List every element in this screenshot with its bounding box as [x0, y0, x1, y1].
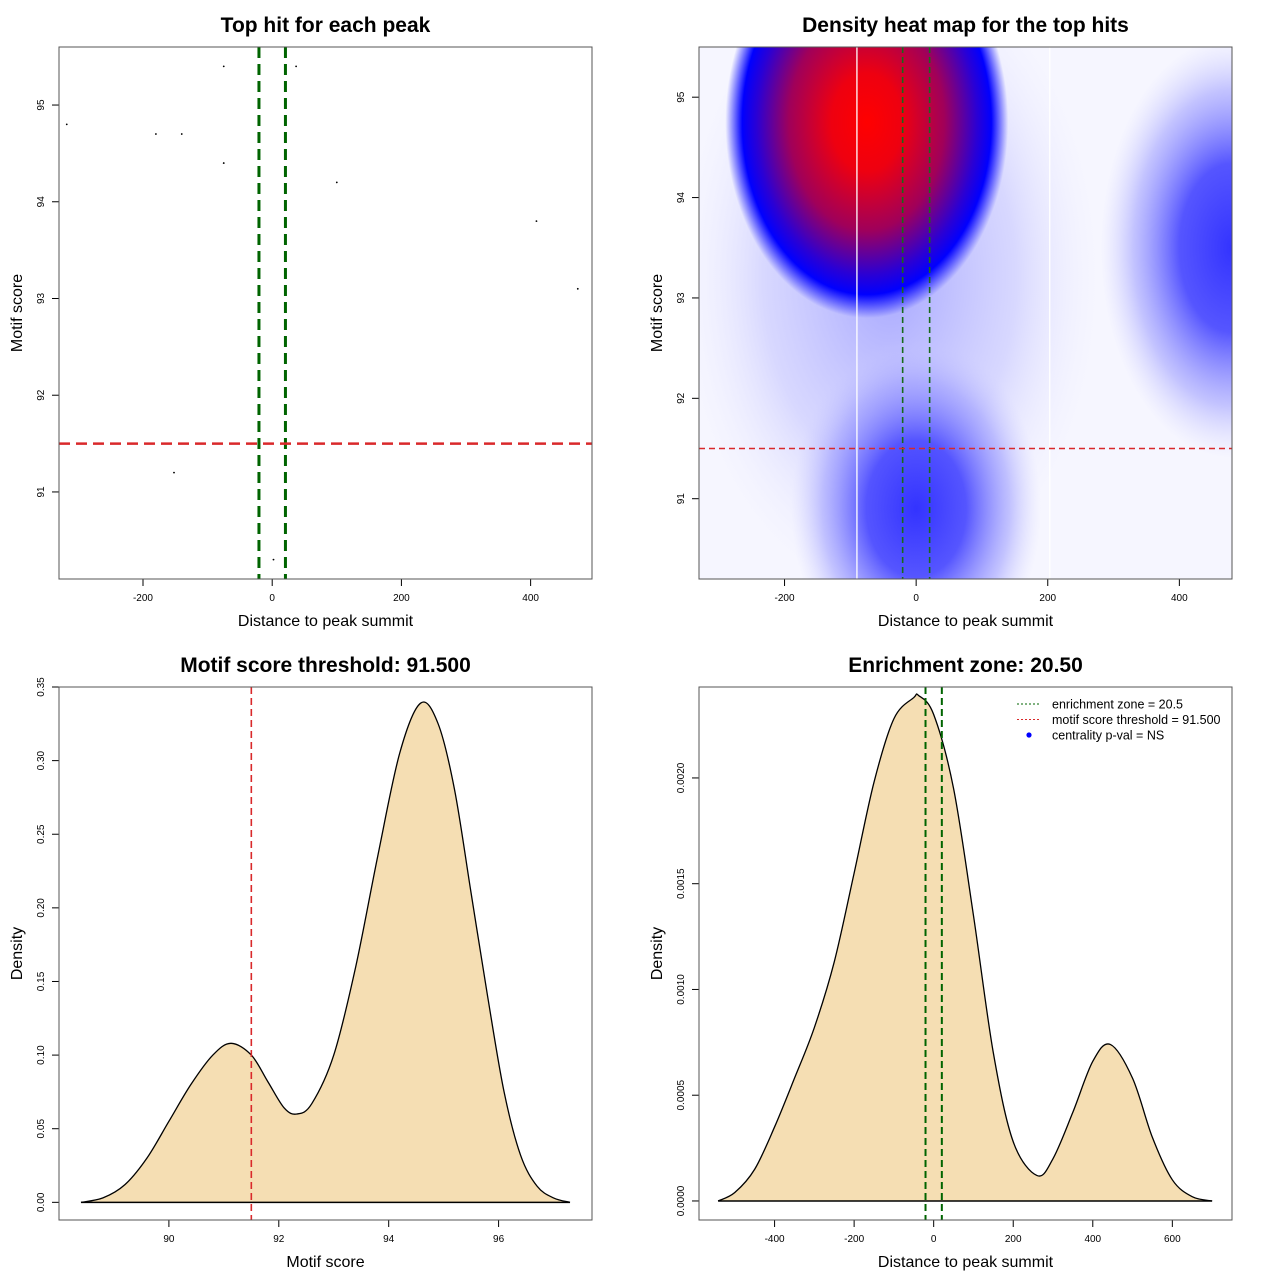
chart-title: Enrichment zone: 20.50 [848, 654, 1083, 677]
x-tick-label: -400 [765, 1234, 785, 1245]
x-tick-label: 0 [913, 593, 919, 604]
y-tick-label: 94 [676, 192, 687, 204]
x-axis-label: Distance to peak summit [878, 1254, 1054, 1271]
plot-frame [698, 46, 1233, 580]
y-tick-label: 0.0000 [676, 1185, 687, 1216]
y-tick-label: 94 [36, 196, 47, 208]
x-tick-label: 200 [393, 593, 410, 604]
y-tick-label: 95 [676, 91, 687, 103]
y-tick-label: 0.20 [36, 898, 47, 918]
x-tick-label: 96 [493, 1234, 505, 1245]
data-point [295, 65, 298, 68]
x-tick-label: 90 [163, 1234, 175, 1245]
x-tick-label: -200 [775, 593, 795, 604]
x-tick-label: 94 [383, 1234, 395, 1245]
x-tick-label: 0 [931, 1234, 937, 1245]
y-axis-label: Motif score [9, 274, 26, 352]
x-axis-label: Motif score [286, 1254, 364, 1271]
heatmap-hotspot [725, 47, 1009, 318]
y-tick-label: 95 [36, 99, 47, 111]
panel-heatmap: Density heat map for the top hits Distanc… [649, 14, 1233, 630]
density-fill [80, 702, 571, 1203]
data-point [222, 65, 225, 68]
x-axis-label: Distance to peak summit [238, 613, 414, 630]
y-tick-label: 92 [36, 389, 47, 401]
y-tick-label: 0.05 [36, 1119, 47, 1139]
legend-centrality-dot-icon [1026, 732, 1032, 738]
heatmap-blob [1100, 47, 1232, 459]
data-point [222, 162, 225, 164]
legend-label: motif score threshold = 91.500 [1052, 713, 1221, 727]
x-axis-label: Distance to peak summit [878, 613, 1054, 630]
data-point [576, 287, 579, 290]
heatmap-blob [791, 338, 1042, 579]
y-tick-label: 0.35 [36, 677, 47, 697]
y-axis-label: Motif score [649, 274, 666, 352]
x-tick-label: 400 [1084, 1234, 1101, 1245]
panel-distance-density: Enrichment zone: 20.50 Distance to peak s… [649, 654, 1233, 1271]
plot-frame [58, 686, 593, 1221]
data-point [335, 181, 338, 184]
legend-label: centrality p-val = NS [1052, 729, 1164, 743]
y-tick-label: 93 [36, 292, 47, 304]
x-tick-label: 400 [1171, 593, 1188, 604]
data-point [65, 123, 68, 126]
y-tick-label: 0.00 [36, 1192, 47, 1212]
y-tick-label: 0.0010 [676, 974, 687, 1005]
x-tick-label: 0 [269, 593, 275, 604]
y-tick-label: 0.0020 [676, 762, 687, 793]
y-tick-label: 0.0015 [676, 868, 687, 899]
y-tick-label: 93 [676, 292, 687, 304]
y-tick-label: 91 [676, 493, 687, 505]
x-tick-label: -200 [844, 1234, 864, 1245]
density-fill [718, 693, 1213, 1201]
y-tick-label: 92 [676, 392, 687, 404]
plot-frame [58, 46, 593, 580]
x-tick-label: 92 [273, 1234, 285, 1245]
data-point [173, 471, 175, 474]
y-axis-label: Density [649, 927, 666, 980]
data-point [535, 220, 538, 223]
y-tick-label: 91 [36, 486, 47, 498]
panel-scatter: Top hit for each peak Distance to peak su… [9, 14, 593, 630]
x-tick-label: -200 [133, 593, 153, 604]
y-tick-label: 0.30 [36, 750, 47, 770]
x-tick-label: 400 [522, 593, 539, 604]
density-curve [80, 701, 571, 1203]
y-tick-label: 0.10 [36, 1045, 47, 1065]
data-point [155, 133, 157, 135]
x-tick-label: 200 [1039, 593, 1056, 604]
legend-label: enrichment zone = 20.5 [1052, 698, 1183, 712]
y-axis-label: Density [9, 927, 26, 980]
heatmap-area [699, 47, 1232, 579]
chart-title: Density heat map for the top hits [802, 14, 1129, 37]
data-point [180, 133, 183, 135]
y-tick-label: 0.15 [36, 971, 47, 991]
data-point [272, 558, 275, 561]
chart-title: Motif score threshold: 91.500 [180, 654, 471, 677]
panel-score-density: Motif score threshold: 91.500 Motif score… [9, 654, 593, 1271]
y-tick-label: 0.25 [36, 824, 47, 844]
plot-frame [698, 686, 1233, 1221]
x-tick-label: 200 [1005, 1234, 1022, 1245]
x-tick-label: 600 [1164, 1234, 1181, 1245]
y-tick-label: 0.0005 [676, 1079, 687, 1110]
density-curve [717, 693, 1213, 1202]
chart-title: Top hit for each peak [221, 14, 431, 37]
